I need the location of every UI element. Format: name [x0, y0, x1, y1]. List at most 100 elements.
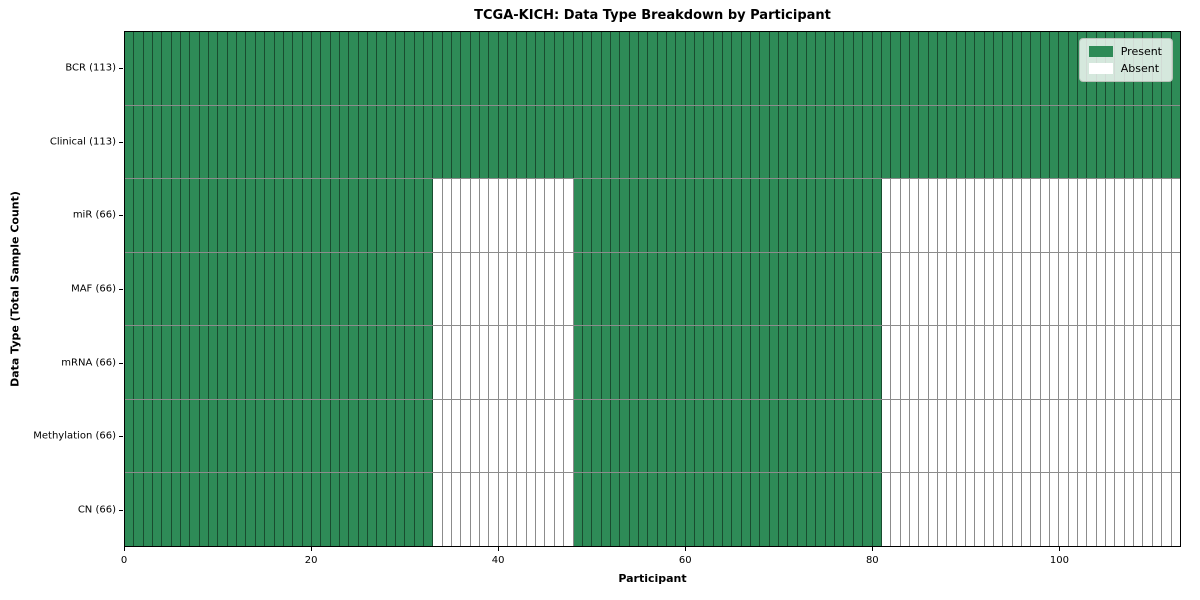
heatmap-cell: [891, 252, 901, 326]
heatmap-cell: [227, 399, 238, 473]
heatmap-cell: [592, 473, 602, 547]
heatmap-cell: [685, 326, 695, 399]
heatmap-cell: [965, 32, 976, 105]
heatmap-cell: [891, 179, 901, 252]
heatmap-cell: [956, 252, 966, 326]
heatmap-cell: [1162, 105, 1172, 179]
heatmap-cell: [741, 473, 752, 547]
heatmap-cell: [975, 32, 985, 105]
heatmap-cell: [713, 32, 723, 105]
heatmap-cell: [779, 399, 789, 473]
heatmap-cell: [984, 252, 994, 326]
heatmap-cell: [984, 105, 994, 179]
heatmap-cell: [965, 326, 976, 399]
heatmap-cell: [1012, 252, 1022, 326]
heatmap-cell: [676, 179, 686, 252]
heatmap-cell: [246, 105, 256, 179]
heatmap-cell: [975, 252, 985, 326]
heatmap-cell: [1031, 252, 1041, 326]
heatmap-cell: [723, 473, 733, 547]
heatmap-cell: [564, 326, 574, 399]
y-tick-mark: [119, 68, 123, 69]
heatmap-cell: [358, 179, 368, 252]
heatmap-cell: [293, 32, 303, 105]
heatmap-cell: [694, 473, 705, 547]
heatmap-cell: [1134, 326, 1144, 399]
heatmap-cell: [891, 326, 901, 399]
heatmap-cell: [1162, 326, 1172, 399]
heatmap-cell: [452, 179, 462, 252]
heatmap-cell: [937, 399, 948, 473]
heatmap-cell: [881, 399, 892, 473]
heatmap-cell: [508, 326, 518, 399]
heatmap-cell: [610, 252, 621, 326]
heatmap-cell: [405, 399, 415, 473]
heatmap-cell: [685, 105, 695, 179]
heatmap-cell: [386, 32, 396, 105]
heatmap-cell: [779, 473, 789, 547]
heatmap-cell: [377, 105, 387, 179]
heatmap-cell: [825, 32, 836, 105]
heatmap-cell: [209, 252, 219, 326]
heatmap-cell: [835, 105, 845, 179]
heatmap-cell: [414, 399, 424, 473]
heatmap-cell: [498, 399, 509, 473]
heatmap-cell: [993, 473, 1004, 547]
heatmap-cell: [1050, 473, 1060, 547]
heatmap-cell: [1124, 252, 1135, 326]
heatmap-cell: [414, 252, 424, 326]
heatmap-cell: [573, 252, 583, 326]
heatmap-cell: [405, 252, 415, 326]
heatmap-cell: [928, 473, 938, 547]
heatmap-cell: [1096, 105, 1107, 179]
x-tick-label: 80: [865, 555, 879, 566]
heatmap-cell: [536, 179, 546, 252]
heatmap-cell: [1012, 326, 1022, 399]
heatmap-cell: [956, 32, 966, 105]
heatmap-cell: [919, 473, 929, 547]
heatmap-cell: [255, 473, 266, 547]
heatmap-cell: [564, 252, 574, 326]
heatmap-cell: [470, 179, 481, 252]
x-tick-mark: [124, 547, 125, 551]
heatmap-cell: [199, 252, 210, 326]
heatmap-cell: [330, 252, 340, 326]
heatmap-cell: [1152, 105, 1163, 179]
heatmap-cell: [956, 326, 966, 399]
heatmap-cell: [545, 179, 555, 252]
heatmap-cell: [788, 179, 798, 252]
heatmap-cell: [844, 32, 854, 105]
heatmap-cell: [171, 326, 182, 399]
heatmap-cell: [704, 32, 714, 105]
heatmap-cell: [255, 252, 266, 326]
heatmap-cell: [825, 179, 836, 252]
heatmap-cell: [209, 179, 219, 252]
heatmap-cell: [900, 105, 910, 179]
heatmap-cell: [433, 32, 443, 105]
heatmap-cell: [891, 473, 901, 547]
heatmap-cell: [564, 32, 574, 105]
heatmap-cell: [592, 326, 602, 399]
heatmap-cell: [1022, 179, 1032, 252]
heatmap-cell: [891, 399, 901, 473]
heatmap-cell: [283, 399, 294, 473]
heatmap-cell: [1050, 179, 1060, 252]
heatmap-cell: [582, 252, 593, 326]
heatmap-cell: [246, 32, 256, 105]
heatmap-cell: [638, 105, 649, 179]
heatmap-cell: [470, 473, 481, 547]
heatmap-cell: [1003, 105, 1013, 179]
heatmap-cell: [723, 326, 733, 399]
heatmap-cell: [1040, 179, 1051, 252]
heatmap-cell: [1031, 32, 1041, 105]
x-tick-mark: [685, 547, 686, 551]
heatmap-cell: [526, 105, 537, 179]
heatmap-cell: [751, 32, 761, 105]
heatmap-cell: [1050, 399, 1060, 473]
heatmap-row: [125, 326, 1180, 400]
heatmap-cell: [769, 32, 780, 105]
heatmap-cell: [498, 252, 509, 326]
heatmap-cell: [601, 473, 611, 547]
heatmap-cell: [1031, 473, 1041, 547]
heatmap-cell: [470, 399, 481, 473]
